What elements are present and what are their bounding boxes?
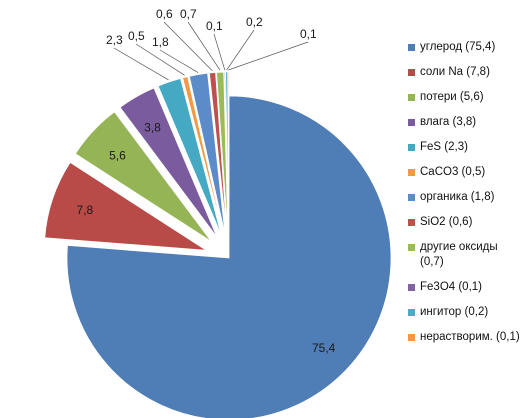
legend-swatch (408, 169, 415, 176)
pie-slice (188, 72, 226, 235)
leader-line (213, 33, 226, 71)
legend-item: FeS (2,3) (408, 140, 522, 155)
legend-swatch (408, 309, 415, 316)
legend-swatch (408, 144, 415, 151)
legend-label: CaCO3 (0,5) (420, 166, 486, 178)
pie-slice (119, 87, 218, 238)
data-label: 0,6 (156, 7, 173, 21)
legend-label: углерод (75,4) (420, 41, 496, 53)
legend-item: органика (1,8) (408, 190, 522, 205)
leader-line (159, 49, 199, 73)
data-label: 0,2 (246, 15, 263, 29)
legend-label: нерастворим. (0,1) (420, 331, 520, 343)
legend-swatch (408, 94, 415, 101)
legend: углерод (75,4) соли Na (7,8) потери (5,6) в… (408, 40, 522, 355)
legend-label: органика (1,8) (420, 191, 495, 203)
legend-label: потери (5,6) (420, 91, 484, 103)
legend-item: Fe3O4 (0,1) (408, 280, 522, 295)
legend-label: FeS (2,3) (420, 141, 468, 153)
legend-label: ингитор (0,2) (420, 306, 489, 318)
data-label: 75,4 (312, 341, 336, 355)
legend-item: влага (3,8) (408, 115, 522, 130)
data-label: 3,8 (144, 121, 161, 135)
data-label: 1,8 (152, 35, 169, 49)
data-label: 0,5 (128, 29, 145, 43)
pie-slice (227, 71, 230, 235)
pie-plot-area: 75,4 7,8 5,6 3,8 2,3 0,5 1,8 0,6 0,7 0,1 0,2 0,1 (44, 7, 392, 418)
legend-swatch (408, 194, 415, 201)
leader-line (113, 47, 169, 81)
data-label: 0,7 (180, 7, 197, 21)
leader-line (187, 21, 221, 71)
pie-slice (182, 76, 224, 235)
pie-slice (44, 161, 207, 251)
pie-slice (74, 111, 212, 242)
data-label: 7,8 (77, 203, 94, 217)
legend-label: SiO2 (0,6) (420, 216, 473, 228)
legend-label: Fe3O4 (0,1) (420, 281, 482, 293)
pie-slice (216, 71, 229, 235)
leader-line (135, 43, 185, 76)
legend-item: нерастворим. (0,1) (408, 330, 522, 345)
leader-line (163, 21, 213, 71)
legend-item: потери (5,6) (408, 90, 522, 105)
legend-item: соли Na (7,8) (408, 65, 522, 80)
data-label: 0,1 (300, 27, 317, 41)
legend-item: CaCO3 (0,5) (408, 165, 522, 180)
data-label: 2,3 (106, 33, 123, 47)
leader-line (226, 29, 255, 71)
legend-swatch (408, 284, 415, 291)
leader-line (228, 41, 309, 71)
legend-swatch (408, 44, 415, 51)
legend-item: другие оксиды (0,7) (408, 240, 522, 270)
legend-swatch (408, 69, 415, 76)
legend-label: влага (3,8) (420, 116, 477, 128)
legend-label: соли Na (7,8) (420, 66, 490, 78)
legend-swatch (408, 244, 415, 251)
legend-item: углерод (75,4) (408, 40, 522, 55)
pie-slice (208, 72, 228, 235)
legend-swatch (408, 334, 415, 341)
legend-swatch (408, 219, 415, 226)
pie-slice (157, 77, 222, 236)
data-label: 0,1 (206, 19, 223, 33)
legend-swatch (408, 119, 415, 126)
pie-slice (66, 95, 392, 418)
data-label: 5,6 (109, 148, 126, 162)
legend-item: ингитор (0,2) (408, 305, 522, 320)
legend-item: SiO2 (0,6) (408, 215, 522, 230)
legend-label: другие оксиды (0,7) (420, 241, 498, 268)
